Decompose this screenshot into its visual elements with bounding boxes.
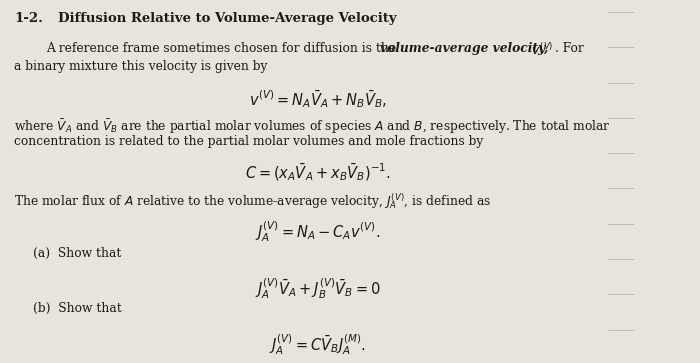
Text: 1-2.: 1-2. bbox=[14, 12, 43, 25]
Text: volume-average velocity,: volume-average velocity, bbox=[379, 42, 548, 55]
Text: (b)  Show that: (b) Show that bbox=[33, 302, 122, 315]
Text: where $\bar{V}_A$ and $\bar{V}_B$ are the partial molar volumes of species $A$ a: where $\bar{V}_A$ and $\bar{V}_B$ are th… bbox=[14, 117, 610, 136]
Text: $v^{(V)}=N_A\bar{V}_A+N_B\bar{V}_B,$: $v^{(V)}=N_A\bar{V}_A+N_B\bar{V}_B,$ bbox=[248, 88, 386, 110]
Text: $J_A^{(V)}=N_A-C_Av^{(V)}.$: $J_A^{(V)}=N_A-C_Av^{(V)}.$ bbox=[255, 220, 380, 244]
Text: $C=(x_A\bar{V}_A+x_B\bar{V}_B)^{-1}.$: $C=(x_A\bar{V}_A+x_B\bar{V}_B)^{-1}.$ bbox=[244, 162, 391, 183]
Text: (a)  Show that: (a) Show that bbox=[33, 246, 121, 260]
Text: $J_A^{(V)}=C\bar{V}_BJ_A^{(M)}.$: $J_A^{(V)}=C\bar{V}_BJ_A^{(M)}.$ bbox=[269, 333, 366, 357]
Text: $v^{(V)}$: $v^{(V)}$ bbox=[528, 42, 554, 58]
Text: a binary mixture this velocity is given by: a binary mixture this velocity is given … bbox=[14, 60, 267, 73]
Text: $J_A^{(V)}\bar{V}_A+J_B^{(V)}\bar{V}_B=0$: $J_A^{(V)}\bar{V}_A+J_B^{(V)}\bar{V}_B=0… bbox=[255, 276, 380, 301]
Text: The molar flux of $A$ relative to the volume-average velocity, $J_A^{(V)}$, is d: The molar flux of $A$ relative to the vo… bbox=[14, 191, 491, 211]
Text: . For: . For bbox=[554, 42, 584, 55]
Text: A reference frame sometimes chosen for diffusion is the: A reference frame sometimes chosen for d… bbox=[46, 42, 400, 55]
Text: concentration is related to the partial molar volumes and mole fractions by: concentration is related to the partial … bbox=[14, 135, 483, 148]
Text: Diffusion Relative to Volume-Average Velocity: Diffusion Relative to Volume-Average Vel… bbox=[58, 12, 397, 25]
